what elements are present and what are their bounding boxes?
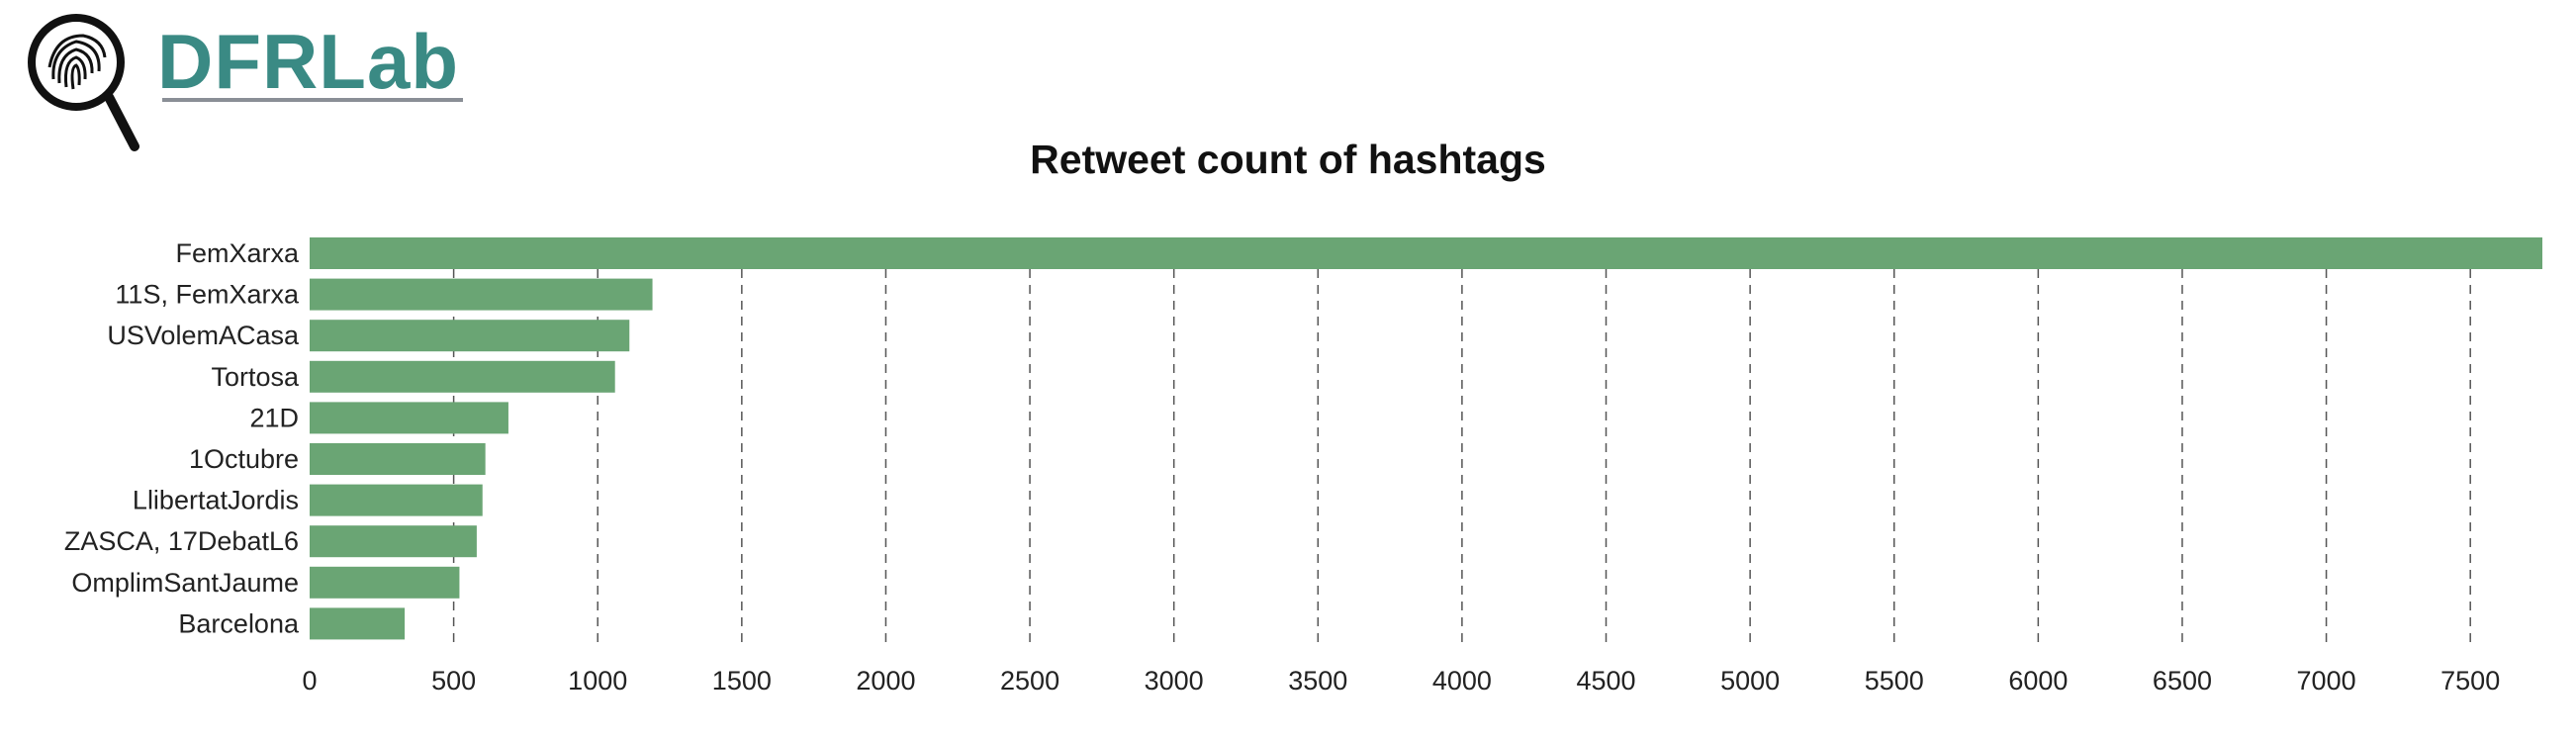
x-tick-label-4000: 4000 xyxy=(1432,666,1492,696)
category-label-zasca-17debatl6: ZASCA, 17DebatL6 xyxy=(64,526,299,556)
chart-title: Retweet count of hashtags xyxy=(1030,137,1546,182)
x-tick-label-500: 500 xyxy=(431,666,476,696)
x-tick-label-6000: 6000 xyxy=(2008,666,2068,696)
category-label-11s-femxarxa: 11S, FemXarxa xyxy=(115,280,300,310)
logo-underline xyxy=(162,98,463,102)
x-tick-label-2000: 2000 xyxy=(856,666,915,696)
x-axis-ticks: 0 500 1000 1500 2000 2500 3000 3500 4000 4500 5000… xyxy=(302,666,2500,696)
bar-llibertatjordis xyxy=(310,484,483,516)
x-tick-label-4500: 4500 xyxy=(1576,666,1635,696)
category-label-tortosa: Tortosa xyxy=(211,362,300,392)
x-tick-label-3000: 3000 xyxy=(1145,666,1204,696)
bars xyxy=(310,237,2542,640)
bar-21d xyxy=(310,402,508,434)
x-tick-label-0: 0 xyxy=(302,666,317,696)
bar-1octubre xyxy=(310,443,486,475)
bar-tortosa xyxy=(310,360,615,393)
fingerprint-magnifier-icon xyxy=(28,14,139,151)
logo-wordmark: DFRLab xyxy=(157,18,459,105)
bar-femxarxa xyxy=(310,237,2542,269)
bar-usvolemacasa xyxy=(310,320,630,352)
category-label-llibertatjordis: LlibertatJordis xyxy=(133,486,299,515)
category-label-omplimsantjaume: OmplimSantJaume xyxy=(71,568,299,598)
x-tick-label-7500: 7500 xyxy=(2440,666,2500,696)
x-tick-label-1000: 1000 xyxy=(568,666,627,696)
category-label-barcelona: Barcelona xyxy=(178,608,300,638)
grid-lines xyxy=(452,237,2471,647)
category-label-usvolemacasa: USVolemACasa xyxy=(107,321,300,350)
x-tick-label-3500: 3500 xyxy=(1288,666,1347,696)
category-label-femxarxa: FemXarxa xyxy=(175,238,300,268)
dfrlab-logo: DFRLab xyxy=(24,10,463,158)
bar-zasca-17debatl6 xyxy=(310,525,477,558)
category-labels: FemXarxa 11S, FemXarxa USVolemACasa Tortosa… xyxy=(64,238,300,638)
x-tick-label-1500: 1500 xyxy=(712,666,772,696)
x-tick-label-5000: 5000 xyxy=(1720,666,1780,696)
bar-11s-femxarxa xyxy=(310,278,653,311)
bar-barcelona xyxy=(310,607,406,640)
category-label-21d: 21D xyxy=(249,403,299,432)
x-tick-label-6500: 6500 xyxy=(2153,666,2212,696)
category-label-1octubre: 1Octubre xyxy=(189,444,299,474)
x-tick-label-5500: 5500 xyxy=(1865,666,1924,696)
x-tick-label-2500: 2500 xyxy=(1000,666,1059,696)
x-tick-label-7000: 7000 xyxy=(2297,666,2356,696)
bar-omplimsantjaume xyxy=(310,566,460,599)
